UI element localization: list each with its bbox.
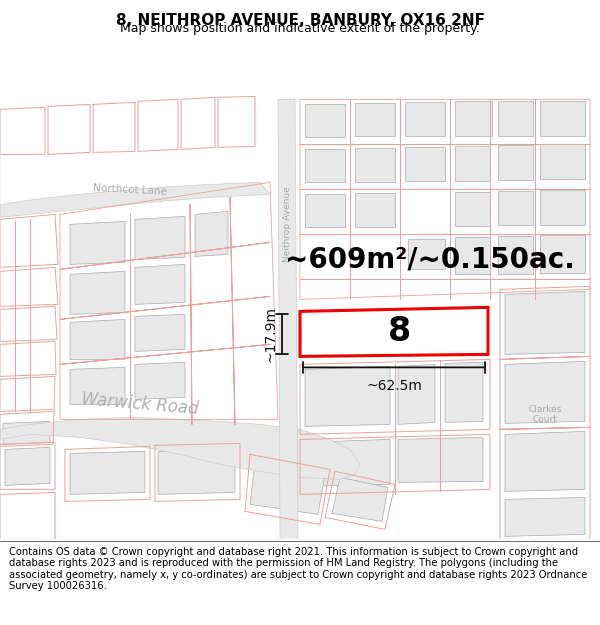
Polygon shape (540, 191, 585, 226)
Polygon shape (158, 449, 235, 494)
Polygon shape (455, 146, 490, 181)
Polygon shape (355, 193, 395, 228)
Polygon shape (305, 104, 345, 138)
Polygon shape (540, 236, 585, 273)
Polygon shape (70, 368, 125, 404)
Polygon shape (135, 314, 185, 351)
Polygon shape (278, 99, 298, 539)
Polygon shape (498, 101, 533, 136)
Polygon shape (505, 361, 585, 423)
Polygon shape (455, 101, 492, 136)
Polygon shape (505, 498, 585, 536)
Polygon shape (408, 239, 445, 269)
Polygon shape (135, 264, 185, 304)
Text: ~62.5m: ~62.5m (366, 379, 422, 393)
Polygon shape (300, 308, 488, 356)
Polygon shape (332, 478, 388, 521)
Polygon shape (305, 194, 345, 228)
Polygon shape (498, 191, 533, 226)
Polygon shape (305, 149, 345, 182)
Polygon shape (355, 148, 395, 182)
Polygon shape (0, 182, 270, 218)
Text: ~17.9m: ~17.9m (264, 306, 278, 362)
Polygon shape (135, 362, 185, 399)
Polygon shape (70, 451, 145, 494)
Polygon shape (3, 421, 50, 444)
Polygon shape (540, 144, 585, 179)
Polygon shape (70, 221, 125, 264)
Text: Neithrop Avenue: Neithrop Avenue (284, 186, 293, 262)
Polygon shape (70, 319, 125, 359)
Polygon shape (250, 461, 325, 514)
Polygon shape (398, 364, 435, 424)
Text: 8: 8 (388, 315, 412, 348)
Polygon shape (540, 101, 585, 136)
Polygon shape (0, 418, 360, 479)
Text: ~609m²/~0.150ac.: ~609m²/~0.150ac. (285, 246, 575, 273)
Polygon shape (355, 103, 395, 136)
Polygon shape (405, 102, 445, 136)
Polygon shape (195, 211, 228, 256)
Polygon shape (398, 438, 483, 483)
Polygon shape (135, 216, 185, 259)
Polygon shape (455, 238, 490, 274)
Polygon shape (455, 192, 490, 226)
Polygon shape (505, 291, 585, 354)
Polygon shape (405, 148, 445, 181)
Polygon shape (498, 236, 533, 274)
Text: Warwick Road: Warwick Road (81, 390, 199, 419)
Text: Map shows position and indicative extent of the property.: Map shows position and indicative extent… (120, 22, 480, 34)
Polygon shape (445, 362, 483, 423)
Text: Contains OS data © Crown copyright and database right 2021. This information is : Contains OS data © Crown copyright and d… (9, 546, 587, 591)
Polygon shape (305, 366, 390, 426)
Text: 8, NEITHROP AVENUE, BANBURY, OX16 2NF: 8, NEITHROP AVENUE, BANBURY, OX16 2NF (115, 14, 485, 29)
Polygon shape (505, 431, 585, 491)
Polygon shape (308, 316, 365, 349)
Polygon shape (5, 448, 50, 486)
Polygon shape (498, 146, 533, 181)
Polygon shape (70, 271, 125, 314)
Polygon shape (305, 439, 390, 486)
Text: Northcot Lane: Northcot Lane (93, 184, 167, 198)
Text: Clarkes
Court: Clarkes Court (529, 404, 562, 424)
